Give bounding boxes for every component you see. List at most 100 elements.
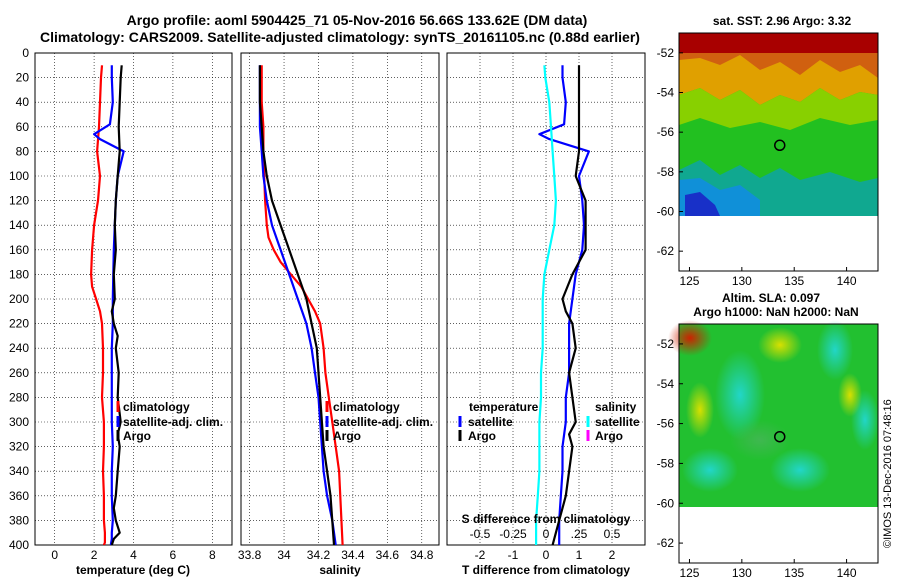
legend-climatology-label: climatology [123, 400, 190, 414]
depth-tick-label: 40 [16, 95, 30, 109]
salinity-legend: climatology satellite-adj. clim. Argo [325, 400, 433, 443]
series-line-satellite-s [534, 65, 558, 545]
depth-tick-label: 280 [9, 390, 29, 404]
s-diff-tick-label: -0.5 [470, 527, 491, 541]
map-lon-label: 135 [784, 566, 804, 580]
legend-satellite-label: satellite-adj. clim. [333, 415, 433, 429]
sla-cyan-blob [817, 320, 853, 380]
series-line-satellite-adj-clim- [258, 65, 337, 545]
sla-nodata-area [679, 507, 878, 563]
imos-watermark: ©IMOS 13-Dec-2016 07:48:16 [882, 399, 894, 548]
x-tick-label: 33.8 [238, 548, 262, 562]
sla-red-blob [668, 320, 712, 356]
depth-tick-label: 200 [9, 292, 29, 306]
sla-map-ticks: -52 -54 -56 -58 -60 -62 125 130 135 140 [657, 337, 857, 580]
sla-yellow-blob [838, 373, 862, 417]
x-tick-layer: 0 2 4 6 8 33.8 34 34.2 34.4 34.6 34.8 -2 -1 0 1 2 -0.5 -0… [51, 527, 620, 562]
depth-tick-label: 120 [9, 194, 29, 208]
sst-lime-band [679, 88, 878, 130]
depth-tick-label: 60 [16, 120, 30, 134]
x-tick-label: 34.4 [341, 548, 365, 562]
legend-argo-label: Argo [333, 429, 361, 443]
depth-tick-label: 340 [9, 464, 29, 478]
map-lat-label: -52 [657, 337, 675, 351]
legend-argo-label: Argo [123, 429, 151, 443]
depth-tick-label: 400 [9, 538, 29, 552]
map-lon-label: 130 [732, 566, 752, 580]
sla-yellow-blob [758, 327, 802, 363]
legend-satellite-t-label: satellite [468, 415, 513, 429]
x-tick-label: 2 [91, 548, 98, 562]
sla-cyan-blob [770, 448, 830, 492]
depth-tick-label: 180 [9, 267, 29, 281]
x-tick-label: 1 [576, 548, 583, 562]
depth-tick-label: 360 [9, 489, 29, 503]
sst-cold-patch [685, 192, 720, 216]
title-line-1: Argo profile: aoml 5904425_71 05-Nov-201… [127, 12, 588, 28]
map-lat-label: -52 [657, 46, 675, 60]
series-line-climatology [260, 65, 344, 545]
depth-tick-label: 380 [9, 513, 29, 527]
depth-tick-label: 0 [22, 46, 29, 60]
map-lon-label: 140 [837, 274, 857, 288]
depth-tick-label: 260 [9, 366, 29, 380]
series-layer [89, 65, 591, 545]
legend-salinity-title: salinity [595, 400, 637, 414]
sla-map-title-2: Argo h1000: NaN h2000: NaN [693, 305, 858, 319]
series-group [258, 65, 344, 545]
map-lat-label: -62 [657, 244, 675, 258]
s-diff-tick-label: 0 [543, 527, 550, 541]
x-tick-label: 34 [277, 548, 291, 562]
sla-yellow-blob [686, 382, 714, 438]
map-lon-label: 125 [679, 566, 699, 580]
depth-tick-label: 160 [9, 243, 29, 257]
depth-tick-label: 300 [9, 415, 29, 429]
map-lon-label: 140 [837, 566, 857, 580]
sst-nodata-area [679, 216, 878, 271]
map-lat-label: -58 [657, 456, 675, 470]
sla-cyan-blob [682, 448, 738, 492]
x-tick-label: 0 [543, 548, 550, 562]
sst-yellow-band [679, 55, 878, 105]
map-lat-label: -56 [657, 125, 675, 139]
series-group [534, 65, 591, 545]
depth-tick-label: 320 [9, 440, 29, 454]
title-line-2: Climatology: CARS2009. Satellite-adjuste… [40, 29, 640, 45]
sla-map-title-1: Altim. SLA: 0.097 [722, 291, 820, 305]
map-lat-label: -60 [657, 205, 675, 219]
sst-map-title: sat. SST: 2.96 Argo: 3.32 [713, 14, 852, 28]
s-diff-tick-label: .25 [571, 527, 588, 541]
s-difference-axis-label: S difference from climatology [462, 512, 631, 526]
sla-cyan-blob [715, 350, 765, 440]
legend-satellite-label: satellite-adj. clim. [123, 415, 223, 429]
salinity-axis-label: salinity [319, 563, 361, 577]
depth-tick-layer: 0 20 40 60 80 100 120 140 160 180 200 220 240 260 280 3… [9, 46, 29, 552]
sst-argo-marker [774, 139, 786, 152]
sla-green-blob [730, 420, 790, 460]
series-line-climatology [89, 65, 107, 545]
x-tick-label: -1 [508, 548, 519, 562]
legend-temperature-title: temperature [469, 400, 539, 414]
depth-tick-label: 240 [9, 341, 29, 355]
map-lat-label: -54 [657, 86, 675, 100]
map-lat-label: -58 [657, 165, 675, 179]
map-lon-label: 125 [679, 274, 699, 288]
sst-map-ticks: -52 -54 -56 -58 -60 -62 125 130 135 140 [657, 46, 857, 288]
x-tick-label: 0 [51, 548, 58, 562]
s-diff-tick-label: -0.25 [499, 527, 527, 541]
x-tick-label: 6 [170, 548, 177, 562]
depth-tick-label: 20 [16, 71, 30, 85]
temperature-legend: climatology satellite-adj. clim. Argo [116, 400, 223, 443]
map-lat-label: -60 [657, 496, 675, 510]
legend-argo-s-label: Argo [595, 429, 623, 443]
depth-tick-label: 220 [9, 317, 29, 331]
series-line-argo-t [551, 65, 587, 545]
x-tick-label: 34.6 [376, 548, 400, 562]
sla-map-frame [678, 323, 879, 564]
x-tick-label: 2 [609, 548, 616, 562]
s-diff-tick-label: 0.5 [604, 527, 621, 541]
temperature-axis-label: temperature (deg C) [76, 563, 190, 577]
x-tick-label: 8 [209, 548, 216, 562]
series-line-argo [258, 65, 336, 545]
